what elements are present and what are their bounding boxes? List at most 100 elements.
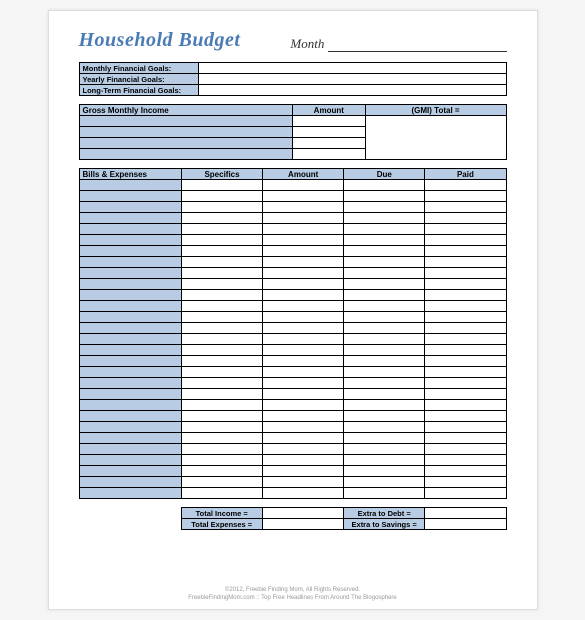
exp-specifics-cell[interactable] [181,477,262,488]
exp-specifics-cell[interactable] [181,422,262,433]
exp-amount-cell[interactable] [263,367,344,378]
exp-amount-cell[interactable] [263,312,344,323]
exp-bill-cell[interactable] [79,202,181,213]
exp-paid-cell[interactable] [425,268,506,279]
exp-specifics-cell[interactable] [181,466,262,477]
exp-amount-cell[interactable] [263,466,344,477]
extra-savings-value[interactable] [425,519,506,530]
exp-bill-cell[interactable] [79,323,181,334]
exp-specifics-cell[interactable] [181,180,262,191]
goal-value[interactable] [199,85,506,96]
exp-bill-cell[interactable] [79,334,181,345]
exp-specifics-cell[interactable] [181,400,262,411]
exp-bill-cell[interactable] [79,466,181,477]
exp-due-cell[interactable] [344,422,425,433]
exp-paid-cell[interactable] [425,455,506,466]
exp-paid-cell[interactable] [425,202,506,213]
exp-specifics-cell[interactable] [181,235,262,246]
exp-paid-cell[interactable] [425,422,506,433]
month-input-line[interactable] [328,38,506,52]
exp-due-cell[interactable] [344,389,425,400]
exp-due-cell[interactable] [344,345,425,356]
exp-due-cell[interactable] [344,367,425,378]
exp-bill-cell[interactable] [79,422,181,433]
exp-specifics-cell[interactable] [181,334,262,345]
exp-paid-cell[interactable] [425,257,506,268]
exp-specifics-cell[interactable] [181,191,262,202]
exp-specifics-cell[interactable] [181,279,262,290]
income-source-cell[interactable] [79,116,293,127]
exp-due-cell[interactable] [344,323,425,334]
exp-paid-cell[interactable] [425,444,506,455]
gmi-total-cell[interactable] [365,116,506,160]
exp-due-cell[interactable] [344,444,425,455]
exp-due-cell[interactable] [344,334,425,345]
exp-specifics-cell[interactable] [181,224,262,235]
exp-due-cell[interactable] [344,235,425,246]
exp-paid-cell[interactable] [425,400,506,411]
exp-amount-cell[interactable] [263,378,344,389]
exp-specifics-cell[interactable] [181,257,262,268]
exp-bill-cell[interactable] [79,411,181,422]
exp-due-cell[interactable] [344,356,425,367]
exp-due-cell[interactable] [344,400,425,411]
exp-amount-cell[interactable] [263,268,344,279]
income-source-cell[interactable] [79,127,293,138]
goal-value[interactable] [199,63,506,74]
exp-specifics-cell[interactable] [181,323,262,334]
exp-specifics-cell[interactable] [181,488,262,499]
exp-due-cell[interactable] [344,411,425,422]
exp-due-cell[interactable] [344,257,425,268]
income-amount-cell[interactable] [293,138,366,149]
exp-specifics-cell[interactable] [181,411,262,422]
exp-paid-cell[interactable] [425,224,506,235]
exp-due-cell[interactable] [344,246,425,257]
income-amount-cell[interactable] [293,127,366,138]
exp-due-cell[interactable] [344,180,425,191]
exp-amount-cell[interactable] [263,202,344,213]
exp-due-cell[interactable] [344,191,425,202]
exp-amount-cell[interactable] [263,411,344,422]
exp-specifics-cell[interactable] [181,367,262,378]
exp-bill-cell[interactable] [79,213,181,224]
income-source-cell[interactable] [79,138,293,149]
income-amount-cell[interactable] [293,149,366,160]
exp-bill-cell[interactable] [79,433,181,444]
exp-amount-cell[interactable] [263,488,344,499]
exp-specifics-cell[interactable] [181,213,262,224]
exp-bill-cell[interactable] [79,279,181,290]
exp-paid-cell[interactable] [425,246,506,257]
exp-amount-cell[interactable] [263,455,344,466]
exp-due-cell[interactable] [344,279,425,290]
total-income-value[interactable] [262,508,343,519]
exp-due-cell[interactable] [344,224,425,235]
exp-specifics-cell[interactable] [181,433,262,444]
exp-paid-cell[interactable] [425,213,506,224]
exp-specifics-cell[interactable] [181,290,262,301]
exp-bill-cell[interactable] [79,268,181,279]
exp-due-cell[interactable] [344,378,425,389]
exp-specifics-cell[interactable] [181,301,262,312]
total-expenses-value[interactable] [262,519,343,530]
exp-due-cell[interactable] [344,488,425,499]
exp-bill-cell[interactable] [79,488,181,499]
exp-amount-cell[interactable] [263,290,344,301]
exp-amount-cell[interactable] [263,279,344,290]
exp-paid-cell[interactable] [425,180,506,191]
exp-specifics-cell[interactable] [181,389,262,400]
income-source-cell[interactable] [79,149,293,160]
exp-amount-cell[interactable] [263,191,344,202]
exp-paid-cell[interactable] [425,191,506,202]
exp-due-cell[interactable] [344,213,425,224]
exp-due-cell[interactable] [344,301,425,312]
exp-bill-cell[interactable] [79,246,181,257]
exp-paid-cell[interactable] [425,312,506,323]
exp-bill-cell[interactable] [79,235,181,246]
exp-amount-cell[interactable] [263,477,344,488]
exp-paid-cell[interactable] [425,378,506,389]
exp-paid-cell[interactable] [425,345,506,356]
exp-due-cell[interactable] [344,290,425,301]
exp-paid-cell[interactable] [425,411,506,422]
goal-value[interactable] [199,74,506,85]
exp-amount-cell[interactable] [263,224,344,235]
